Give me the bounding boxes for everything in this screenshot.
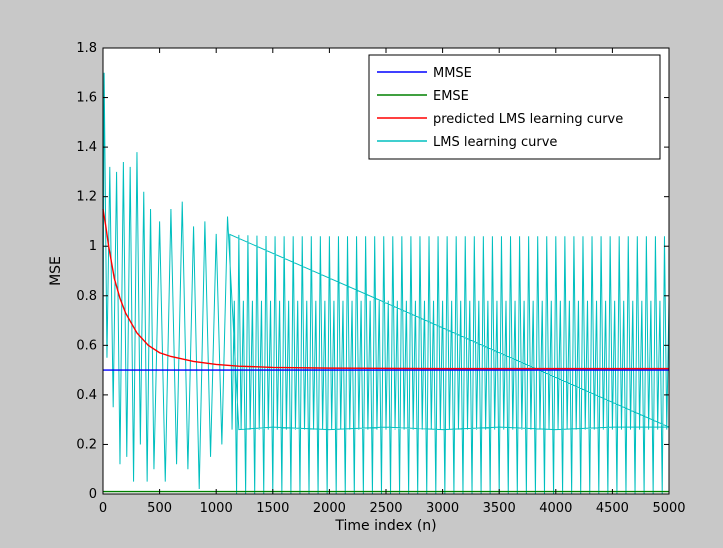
y-tick-label: 1 xyxy=(89,239,97,254)
y-tick-label: 1.6 xyxy=(76,91,97,106)
x-tick-label: 3000 xyxy=(426,501,459,516)
legend-entry-label: EMSE xyxy=(433,89,469,104)
y-tick-label: 0.2 xyxy=(76,437,97,452)
legend-entry-label: LMS learning curve xyxy=(433,135,557,150)
legend: MMSE EMSE predicted LMS learning curve LMS … xyxy=(368,54,661,160)
legend-entry-label: MMSE xyxy=(433,66,472,81)
x-tick-label: 0 xyxy=(99,501,107,516)
y-tick-label: 1.4 xyxy=(76,140,97,155)
y-tick-label: 0.4 xyxy=(76,388,97,403)
y-tick-label: 0.8 xyxy=(76,289,97,304)
y-tick-label: 1.8 xyxy=(76,41,97,56)
series-lms-learning-curve xyxy=(102,72,670,495)
x-tick-label: 4500 xyxy=(596,501,629,516)
legend-entry-label: predicted LMS learning curve xyxy=(433,112,623,127)
x-tick-label: 3500 xyxy=(483,501,516,516)
x-tick-label: 5000 xyxy=(652,501,685,516)
y-tick-label: 1.2 xyxy=(76,190,97,205)
x-tick-label: 2500 xyxy=(369,501,402,516)
x-tick-label: 500 xyxy=(147,501,172,516)
series-predicted-lms-learning-curve-line xyxy=(102,208,669,370)
y-axis-ticks: 0 0.2 0.4 0.6 0.8 1 1.2 1.4 1.6 1.8 xyxy=(76,41,669,502)
y-tick-label: 0 xyxy=(89,487,97,502)
y-axis-label: MSE xyxy=(48,256,64,286)
x-axis-label: Time index (n) xyxy=(334,518,436,534)
x-tick-label: 1000 xyxy=(200,501,233,516)
x-tick-label: 4000 xyxy=(539,501,572,516)
x-tick-label: 2000 xyxy=(313,501,346,516)
x-axis-ticks: 0 500 1000 1500 2000 2500 3000 3500 4000 4500 5000 xyxy=(99,48,686,516)
x-tick-label: 1500 xyxy=(256,501,289,516)
y-tick-label: 0.6 xyxy=(76,338,97,353)
lms-learning-curve-line xyxy=(102,72,670,495)
